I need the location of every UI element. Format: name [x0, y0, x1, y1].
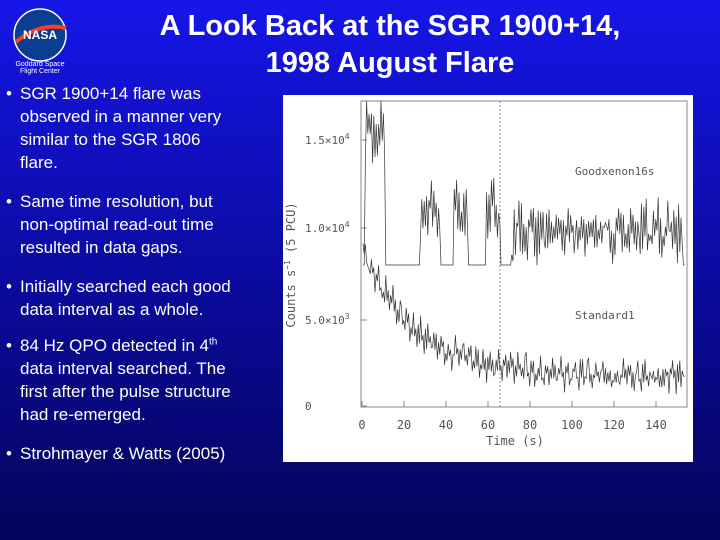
bullet-line: Strohmayer & Watts (2005) — [20, 444, 226, 463]
bullet-line: had re-emerged. — [20, 405, 146, 424]
x-tick-label: 120 — [603, 418, 625, 432]
x-tick-label: 40 — [439, 418, 453, 432]
light-curve — [363, 100, 685, 266]
nasa-logo: NASA — [13, 8, 67, 62]
bullet-line: similar to the SGR 1806 — [20, 130, 201, 149]
x-axis-label: Time (s) — [486, 434, 544, 448]
bullet-line: non-optimal read-out time — [20, 215, 214, 234]
x-tick-label: 60 — [481, 418, 495, 432]
logo-mark: NASA — [23, 28, 57, 42]
title: 1998 August Flare — [265, 47, 515, 79]
bullet-dot: • — [6, 277, 12, 296]
logo-line: Goddard Space — [15, 61, 65, 68]
y-axis-label: Counts s−1 (5 PCU) — [283, 202, 298, 327]
x-tick-label: 100 — [561, 418, 583, 432]
bullet-dot: • — [6, 192, 12, 211]
bullet-line: flare. — [20, 153, 58, 172]
label-sup: −1 — [283, 260, 292, 270]
bullet-line: Same time resolution, but — [20, 192, 213, 211]
tick-base: 0 — [305, 400, 312, 413]
bullet-text: 84 Hz QPO detected in 4 — [20, 336, 209, 355]
bullet-line: data interval as a whole. — [20, 300, 204, 319]
annotation: Standard1 — [575, 309, 635, 322]
bullet-line: data interval searched. The — [20, 359, 226, 378]
y-tick-label: 0 — [305, 400, 312, 413]
title: A Look Back at the SGR 1900+14, — [159, 10, 621, 42]
bullet-line: SGR 1900+14 flare was — [20, 84, 201, 103]
tick-exp: 4 — [345, 220, 350, 229]
tick-exp: 4 — [345, 132, 350, 141]
tick-base: 1.5×10 — [305, 134, 345, 147]
bullet-dot: • — [6, 84, 12, 103]
x-tick-label: 80 — [523, 418, 537, 432]
bullet-line: 84 Hz QPO detected in 4th — [20, 336, 217, 356]
tick-exp: 3 — [345, 312, 350, 321]
x-tick-label: 0 — [358, 418, 365, 432]
bullet-dot: • — [6, 444, 12, 463]
logo-line: Flight Center — [19, 68, 61, 75]
bullet-line: observed in a manner very — [20, 107, 222, 126]
x-tick-label: 140 — [645, 418, 667, 432]
superscript: th — [209, 336, 218, 348]
bullet-line: Initially searched each good — [20, 277, 231, 296]
y-tick-label: 1.0×104 — [305, 220, 350, 235]
tick-base: 1.0×10 — [305, 222, 345, 235]
y-tick-label: 5.0×103 — [305, 312, 350, 327]
y-tick-label: 1.5×104 — [305, 132, 350, 147]
label-part: Counts s — [284, 270, 298, 328]
bullet-line: first after the pulse structure — [20, 382, 231, 401]
x-tick-label: 20 — [397, 418, 411, 432]
light-curve — [362, 243, 685, 395]
bullet-dot: • — [6, 336, 12, 355]
bullet-line: resulted in data gaps. — [20, 238, 183, 257]
plot-frame — [360, 100, 688, 408]
logo-caption: Goddard Space Flight Center — [0, 61, 80, 75]
annotation: Goodxenon16s — [575, 165, 654, 178]
label-part: (5 PCU) — [284, 202, 298, 260]
tick-base: 5.0×10 — [305, 314, 345, 327]
